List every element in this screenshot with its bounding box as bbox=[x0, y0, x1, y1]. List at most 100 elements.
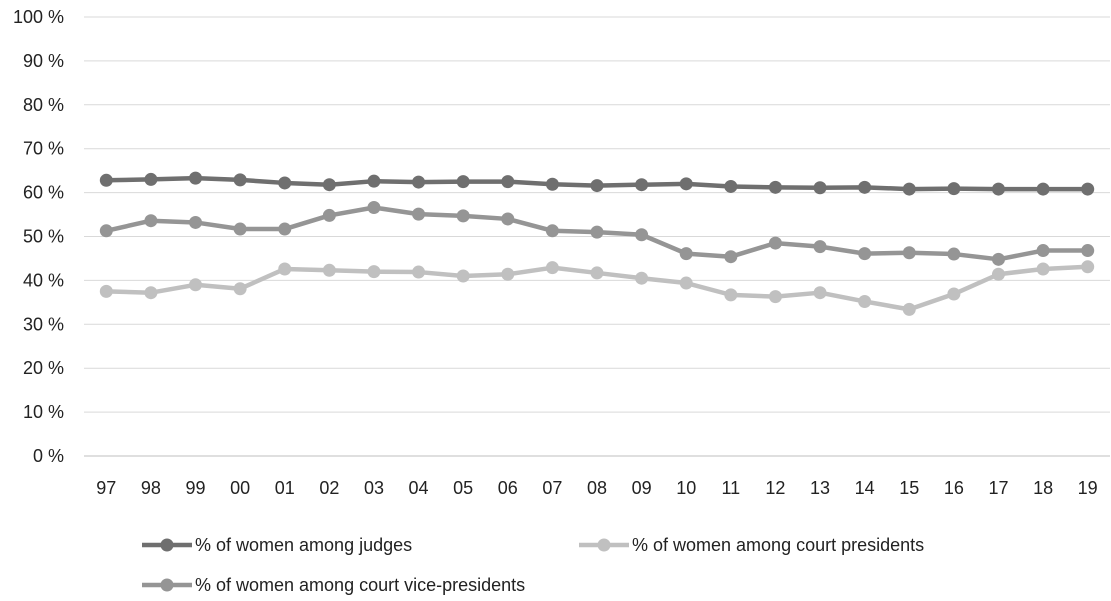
data-point bbox=[991, 182, 1005, 196]
legend-marker bbox=[160, 578, 174, 592]
data-point bbox=[322, 208, 336, 222]
y-tick-label: 10 % bbox=[23, 402, 64, 422]
data-point bbox=[768, 290, 782, 304]
x-tick-label: 15 bbox=[899, 478, 919, 498]
data-point bbox=[456, 175, 470, 189]
data-point bbox=[367, 265, 381, 279]
x-tick-label: 16 bbox=[944, 478, 964, 498]
data-point bbox=[1036, 182, 1050, 196]
y-tick-label: 0 % bbox=[33, 446, 64, 466]
data-point bbox=[679, 247, 693, 261]
x-tick-label: 14 bbox=[855, 478, 875, 498]
legend-item: % of women among court presidents bbox=[579, 535, 924, 555]
data-point bbox=[679, 177, 693, 191]
data-point bbox=[768, 180, 782, 194]
y-tick-label: 30 % bbox=[23, 314, 64, 334]
series-layer bbox=[99, 171, 1095, 316]
data-point bbox=[813, 286, 827, 300]
data-point bbox=[947, 182, 961, 196]
data-point bbox=[635, 178, 649, 192]
data-point bbox=[679, 276, 693, 290]
data-point bbox=[189, 278, 203, 292]
data-point bbox=[189, 171, 203, 185]
data-point bbox=[412, 175, 426, 189]
x-tick-label: 97 bbox=[96, 478, 116, 498]
x-tick-label: 11 bbox=[721, 478, 740, 498]
data-point bbox=[858, 247, 872, 261]
data-point bbox=[545, 224, 559, 238]
legend-item: % of women among judges bbox=[142, 535, 412, 555]
data-point bbox=[144, 172, 158, 186]
data-point bbox=[1081, 182, 1095, 196]
data-point bbox=[322, 178, 336, 192]
data-point bbox=[545, 177, 559, 191]
data-point bbox=[501, 175, 515, 189]
data-point bbox=[322, 263, 336, 277]
data-point bbox=[724, 288, 738, 302]
data-point bbox=[1036, 262, 1050, 276]
y-tick-label: 40 % bbox=[23, 270, 64, 290]
data-point bbox=[278, 262, 292, 276]
data-point bbox=[902, 246, 916, 260]
data-point bbox=[991, 267, 1005, 281]
data-point bbox=[813, 181, 827, 195]
legend-marker bbox=[597, 538, 611, 552]
data-point bbox=[99, 284, 113, 298]
y-tick-label: 50 % bbox=[23, 227, 64, 247]
x-tick-label: 00 bbox=[230, 478, 250, 498]
data-point bbox=[233, 282, 247, 296]
data-point bbox=[412, 265, 426, 279]
data-point bbox=[902, 182, 916, 196]
data-point bbox=[233, 222, 247, 236]
data-point bbox=[412, 207, 426, 221]
data-point bbox=[768, 236, 782, 250]
data-point bbox=[456, 209, 470, 223]
data-point bbox=[1081, 260, 1095, 274]
legend-marker bbox=[160, 538, 174, 552]
series-2 bbox=[99, 201, 1095, 266]
x-tick-label: 03 bbox=[364, 478, 384, 498]
data-point bbox=[1081, 244, 1095, 258]
x-tick-label: 05 bbox=[453, 478, 473, 498]
data-point bbox=[724, 250, 738, 264]
x-tick-label: 10 bbox=[676, 478, 696, 498]
data-point bbox=[456, 269, 470, 283]
data-point bbox=[947, 247, 961, 261]
data-point bbox=[278, 222, 292, 236]
x-tick-label: 13 bbox=[810, 478, 830, 498]
y-tick-label: 90 % bbox=[23, 51, 64, 71]
data-point bbox=[590, 266, 604, 280]
y-tick-label: 100 % bbox=[13, 7, 64, 27]
data-point bbox=[902, 302, 916, 316]
x-tick-label: 01 bbox=[275, 478, 295, 498]
y-tick-label: 20 % bbox=[23, 358, 64, 378]
series-0 bbox=[99, 171, 1095, 196]
data-point bbox=[635, 228, 649, 242]
data-point bbox=[233, 173, 247, 187]
data-point bbox=[1036, 244, 1050, 258]
x-tick-label: 08 bbox=[587, 478, 607, 498]
data-point bbox=[724, 179, 738, 193]
x-axis: 97 98 99 00 01 02 03 04 05 06 07 08 09 10 11 12 13 14 15 16… bbox=[96, 478, 1097, 498]
data-point bbox=[858, 180, 872, 194]
x-tick-label: 02 bbox=[319, 478, 339, 498]
data-point bbox=[813, 240, 827, 254]
x-tick-label: 09 bbox=[632, 478, 652, 498]
data-point bbox=[278, 176, 292, 190]
data-point bbox=[501, 267, 515, 281]
data-point bbox=[144, 286, 158, 300]
series-1 bbox=[99, 260, 1095, 316]
legend-label: % of women among judges bbox=[195, 535, 412, 555]
data-point bbox=[947, 287, 961, 301]
y-tick-label: 80 % bbox=[23, 95, 64, 115]
x-tick-label: 98 bbox=[141, 478, 161, 498]
x-tick-label: 04 bbox=[409, 478, 429, 498]
data-point bbox=[144, 214, 158, 228]
x-tick-label: 99 bbox=[186, 478, 206, 498]
data-point bbox=[590, 179, 604, 193]
data-point bbox=[590, 225, 604, 239]
data-point bbox=[99, 173, 113, 187]
x-tick-label: 06 bbox=[498, 478, 518, 498]
data-point bbox=[858, 294, 872, 308]
x-tick-label: 07 bbox=[542, 478, 562, 498]
